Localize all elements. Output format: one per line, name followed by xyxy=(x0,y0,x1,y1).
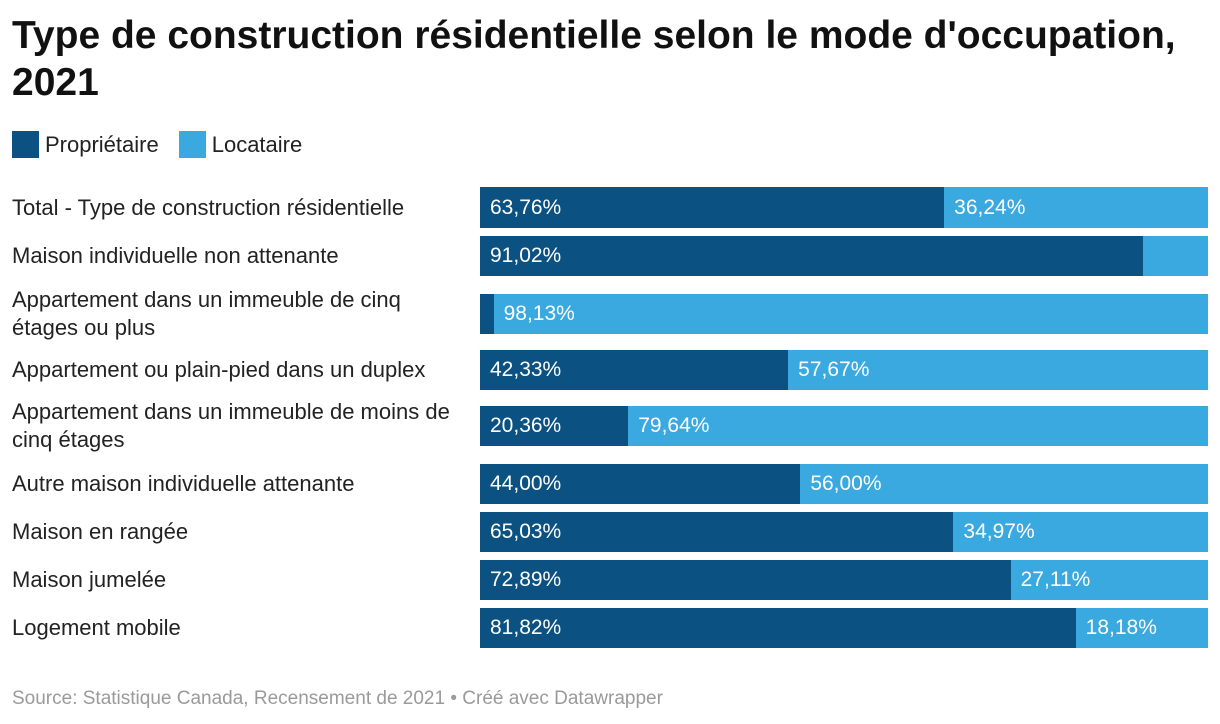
data-label: 56,00% xyxy=(810,472,882,495)
legend-label-locataire: Locataire xyxy=(211,131,303,157)
legend-item-proprietaire: Propriétaire xyxy=(12,131,159,158)
bar-locataire: 57,67% xyxy=(788,350,1208,390)
category-label: Maison en rangée xyxy=(12,519,189,544)
data-label: 72,89% xyxy=(490,568,562,591)
bar-locataire xyxy=(1142,236,1208,276)
chart-title: Type de construction résidentielle selon… xyxy=(12,14,1176,104)
bar-proprietaire: 72,89% xyxy=(480,560,1011,600)
category-label: Appartement ou plain-pied dans un duplex xyxy=(12,357,426,382)
legend-item-locataire: Locataire xyxy=(178,131,303,158)
data-label: 57,67% xyxy=(798,358,870,381)
data-label: 98,13% xyxy=(503,302,575,325)
legend-swatch-locataire xyxy=(178,131,206,158)
bar-proprietaire: 63,76% xyxy=(480,187,945,228)
category-label: Total - Type de construction résidentiel… xyxy=(12,194,405,220)
bar-proprietaire: 65,03% xyxy=(480,512,954,552)
bar-proprietaire: 91,02% xyxy=(480,236,1143,276)
source-footer: Source: Statistique Canada, Recensement … xyxy=(12,688,663,709)
legend: Propriétaire Locataire xyxy=(12,131,322,158)
data-label: 42,33% xyxy=(490,358,562,381)
data-label: 34,97% xyxy=(963,520,1035,543)
bar-locataire: 36,24% xyxy=(944,187,1208,228)
data-label: 65,03% xyxy=(490,520,562,543)
bar-row: 72,89% 27,11% xyxy=(480,560,1208,600)
data-label: 91,02% xyxy=(490,244,562,267)
legend-label-proprietaire: Propriétaire xyxy=(45,131,159,157)
data-label: 18,18% xyxy=(1085,616,1157,639)
data-label: 20,36% xyxy=(490,414,562,437)
bar-row: 42,33% 57,67% xyxy=(480,350,1208,390)
bar-locataire: 27,11% xyxy=(1010,560,1208,600)
bar-proprietaire: 81,82% xyxy=(480,608,1076,648)
category-label: Appartement dans un immeuble de moins de… xyxy=(12,399,450,452)
bar-locataire: 98,13% xyxy=(493,294,1208,334)
bar-locataire: 79,64% xyxy=(628,406,1208,446)
category-label: Maison jumelée xyxy=(12,567,167,592)
data-label: 27,11% xyxy=(1020,568,1091,591)
bar-row: 98,13% xyxy=(480,294,1208,334)
bar-locataire: 56,00% xyxy=(800,464,1208,504)
legend-swatch-proprietaire xyxy=(12,131,39,158)
category-label: Autre maison individuelle attenante xyxy=(12,471,355,496)
bar-row: 63,76% 36,24% xyxy=(480,187,1208,228)
bar-row: 20,36% 79,64% xyxy=(480,406,1208,446)
bar-row: 44,00% 56,00% xyxy=(480,464,1208,504)
bar-row: 91,02% xyxy=(480,236,1208,276)
data-label: 44,00% xyxy=(490,472,562,495)
bar-locataire: 18,18% xyxy=(1075,608,1208,648)
category-label: Maison individuelle non attenante xyxy=(12,243,339,268)
bar-proprietaire: 20,36% xyxy=(480,406,629,446)
category-label: Logement mobile xyxy=(12,615,181,640)
data-label: 79,64% xyxy=(638,414,710,437)
bar-locataire: 34,97% xyxy=(953,512,1208,552)
category-label: Appartement dans un immeuble de cinq éta… xyxy=(12,287,401,340)
data-label: 81,82% xyxy=(490,616,562,639)
bar-proprietaire: 42,33% xyxy=(480,350,789,390)
bar-proprietaire: 44,00% xyxy=(480,464,801,504)
bar-row: 65,03% 34,97% xyxy=(480,512,1208,552)
bar-row: 81,82% 18,18% xyxy=(480,608,1208,648)
data-label: 63,76% xyxy=(490,195,562,219)
bar-proprietaire xyxy=(480,294,494,334)
data-label: 36,24% xyxy=(954,195,1026,219)
